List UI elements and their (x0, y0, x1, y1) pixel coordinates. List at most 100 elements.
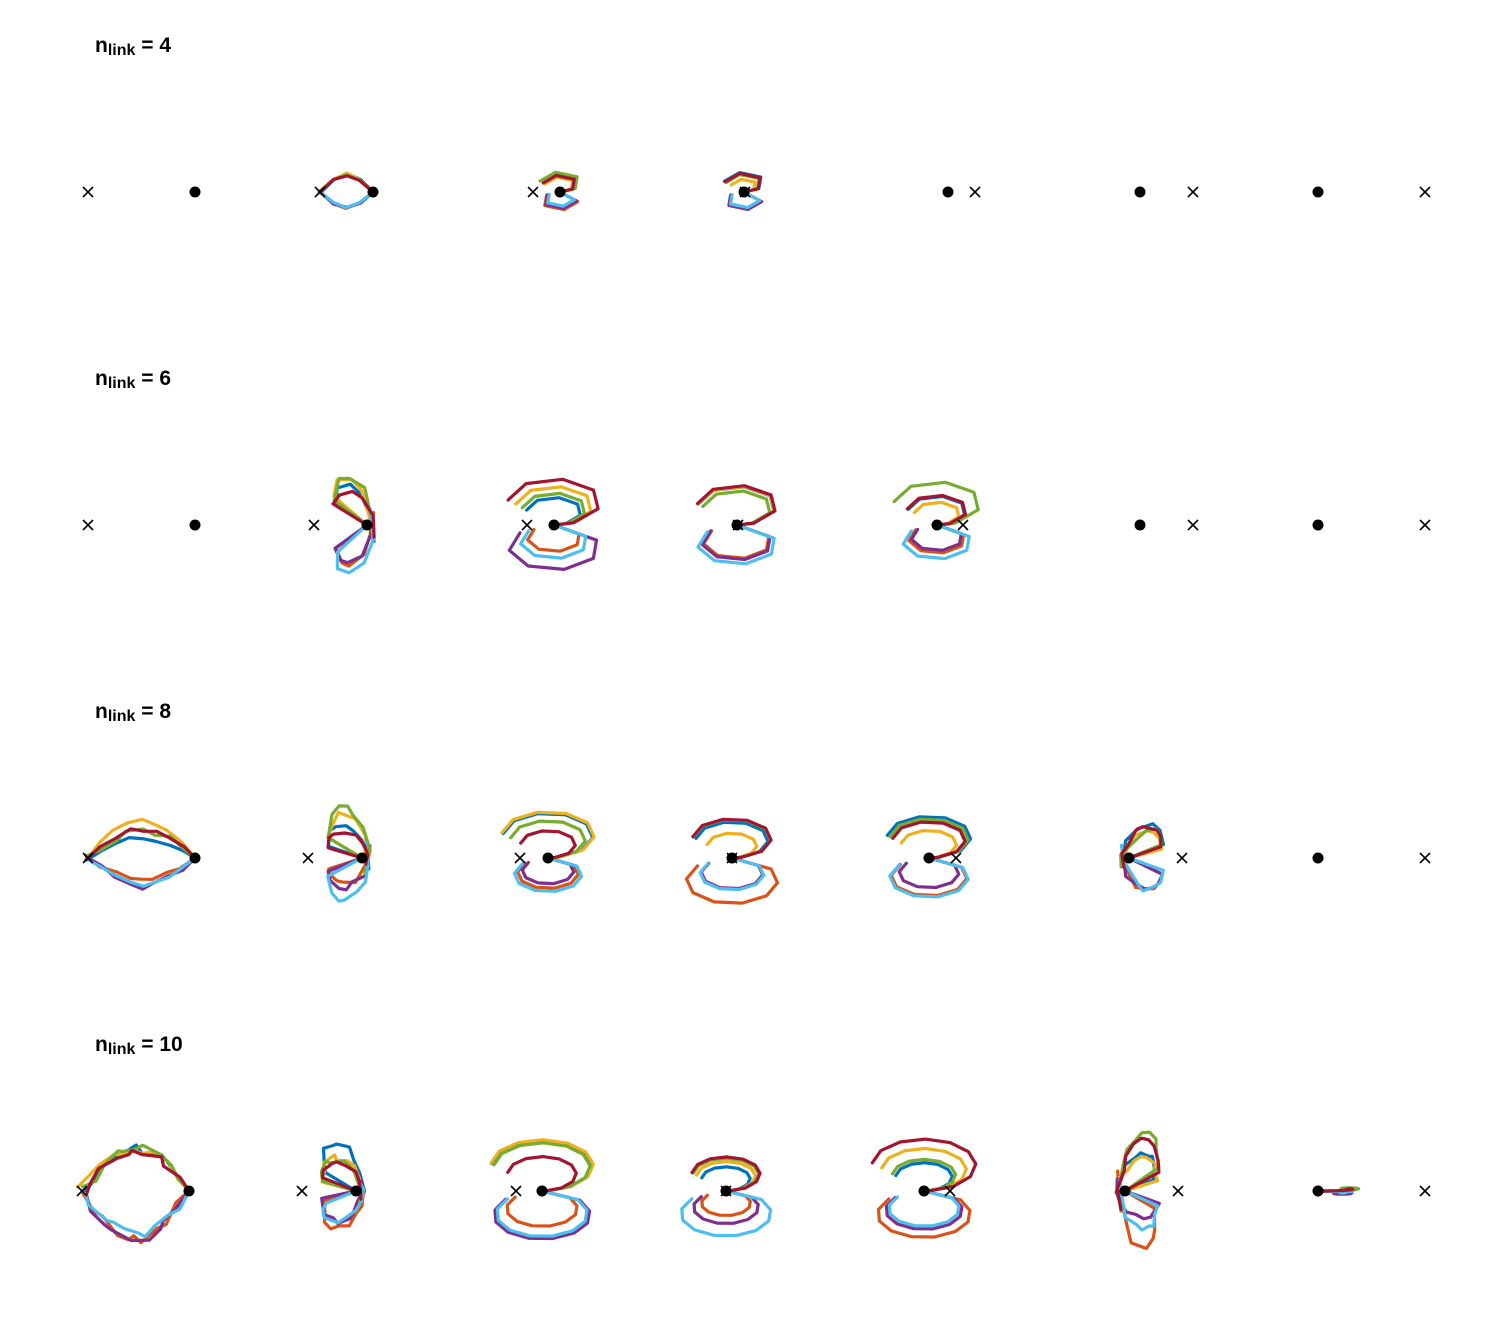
goal-cross-row3-panel6 (1176, 852, 1188, 864)
trajectory-row2-panel5-5 (892, 480, 980, 527)
base-dot-row1-panel7 (1312, 186, 1324, 198)
trajectory-row4-panel2-7 (320, 1160, 363, 1201)
trajectory-row2-panel3-6 (519, 523, 588, 560)
goal-cross-row4-panel5 (944, 1185, 956, 1197)
goal-cross-row3-panel2 (302, 852, 314, 864)
row-label-10: nlink = 10 (95, 1033, 183, 1058)
trajectory-row2-panel3-7 (506, 477, 600, 527)
goal-cross-row3-panel5 (950, 852, 962, 864)
base-dot-row1-panel1 (189, 186, 201, 198)
trajectory-row3-panel1-7 (84, 827, 197, 862)
base-dot-row4-panel4 (720, 1185, 732, 1197)
trajectory-row3-panel3-2 (515, 856, 581, 890)
trajectory-row2-panel4-7 (695, 484, 777, 527)
trajectory-row4-panel1-5 (80, 1143, 191, 1193)
trajectory-row3-panel2-7 (326, 831, 370, 866)
trajectory-row3-panel4-7 (691, 817, 773, 860)
trajectory-row4-panel6-6 (1117, 1178, 1160, 1232)
base-dot-row2-panel7 (1312, 519, 1324, 531)
trajectory-row3-panel4-6 (698, 856, 766, 892)
goal-cross-row4-panel6 (1172, 1185, 1184, 1197)
trajectory-row3-panel3-3 (500, 810, 596, 860)
goal-cross-row2-panel5 (957, 519, 969, 531)
trajectory-row2-panel2-7 (331, 489, 376, 539)
trajectory-row4-panel3-7 (506, 1154, 578, 1193)
base-dot-row3-panel4 (726, 852, 738, 864)
base-dot-row3-panel3 (542, 852, 554, 864)
trajectory-row2-panel2-4 (333, 513, 373, 565)
base-dot-row1-panel4 (738, 186, 750, 198)
trajectory-row4-panel3-5 (492, 1141, 592, 1193)
trajectory-row2-panel5-6 (901, 523, 971, 561)
base-dot-row4-panel2 (350, 1185, 362, 1197)
row-label-4: nlink = 4 (95, 34, 172, 59)
base-dot-row3-panel6 (1123, 852, 1135, 864)
trajectory-row4-panel7-7 (1316, 1187, 1355, 1193)
base-dot-row2-panel2 (361, 519, 373, 531)
trajectory-row1-panel4-6 (728, 190, 762, 210)
trajectory-row2-panel3-4 (507, 523, 599, 572)
base-dot-row3-panel7 (1312, 852, 1324, 864)
base-dot-row2-panel4 (731, 519, 743, 531)
trajectory-row4-panel3-2 (505, 1189, 579, 1228)
goal-cross-row2-panel3 (521, 519, 533, 531)
row-label-6: nlink = 6 (95, 367, 172, 392)
trajectory-row2-panel4-6 (696, 523, 776, 566)
trajectory-row3-panel4-2 (684, 856, 780, 905)
base-dot-row3-panel5 (923, 852, 935, 864)
base-dot-row2-panel1 (189, 519, 201, 531)
goal-cross-row4-panel1 (76, 1185, 88, 1197)
goal-cross-row4-panel7 (1419, 1185, 1431, 1197)
trajectory-row3-panel5-7 (891, 820, 967, 860)
goal-cross-row1-panel2 (314, 186, 326, 198)
trajectory-row1-panel2-6 (318, 190, 375, 210)
trajectory-row4-panel4-6 (680, 1189, 773, 1238)
goal-cross-row3-panel1 (82, 852, 94, 864)
goal-cross-row2-panel6 (1187, 519, 1199, 531)
base-dot-row3-panel2 (356, 852, 368, 864)
trajectory-row4-panel1-7 (85, 1148, 191, 1196)
trajectory-row3-panel5-6 (888, 856, 970, 899)
trajectory-row4-panel6-7 (1115, 1136, 1161, 1212)
trajectory-row3-panel1-3 (88, 817, 197, 860)
trajectory-row1-panel2-7 (318, 174, 375, 194)
base-dot-row2-panel5 (931, 519, 943, 531)
goal-cross-row2-panel7 (1419, 519, 1431, 531)
goal-cross-row3-panel7 (1419, 852, 1431, 864)
trajectory-row3-panel2-6 (326, 840, 370, 903)
base-dot-row1-panel6 (1134, 186, 1146, 198)
trajectory-row4-panel5-7 (870, 1137, 978, 1193)
goal-cross-row1-panel7 (1419, 186, 1431, 198)
trajectory-row4-panel4-2 (700, 1189, 752, 1217)
goal-cross-row3-panel3 (514, 852, 526, 864)
goal-cross-row4-panel3 (510, 1185, 522, 1197)
trajectory-row4-panel4-7 (690, 1155, 762, 1193)
trajectory-row3-panel2-5 (326, 804, 372, 876)
trajectory-row4-panel4-4 (692, 1189, 760, 1225)
base-dot-row2-panel3 (548, 519, 560, 531)
base-dot-row1-panel2 (367, 186, 379, 198)
base-dot-row4-panel5 (918, 1185, 930, 1197)
base-dot-row3-panel1 (189, 852, 201, 864)
trajectory-row1-panel3-6 (546, 190, 576, 208)
trajectory-row4-panel5-2 (876, 1189, 972, 1239)
trajectory-row3-panel1-6 (86, 856, 197, 888)
base-dot-row4-panel3 (536, 1185, 548, 1197)
goal-cross-row1-panel6 (1187, 186, 1199, 198)
base-dot-row1-panel5 (942, 186, 954, 198)
trajectory-row3-panel6-7 (1120, 825, 1163, 869)
trajectory-row1-panel4-7 (723, 171, 762, 194)
trajectory-row4-panel1-2 (81, 1189, 191, 1245)
base-dot-row4-panel1 (183, 1185, 195, 1197)
base-dot-row2-panel6 (1134, 519, 1146, 531)
goal-cross-row1-panel5 (969, 186, 981, 198)
trajectory-row4-panel3-6 (495, 1189, 589, 1238)
row-label-8: nlink = 8 (95, 700, 172, 725)
trajectory-row4-panel1-6 (84, 1189, 191, 1239)
goal-cross-row2-panel2 (308, 519, 320, 531)
goal-cross-row1-panel1 (82, 186, 94, 198)
trajectory-row3-panel6-6 (1119, 843, 1165, 893)
trajectory-row2-panel2-6 (335, 506, 376, 575)
base-dot-row1-panel3 (554, 186, 566, 198)
